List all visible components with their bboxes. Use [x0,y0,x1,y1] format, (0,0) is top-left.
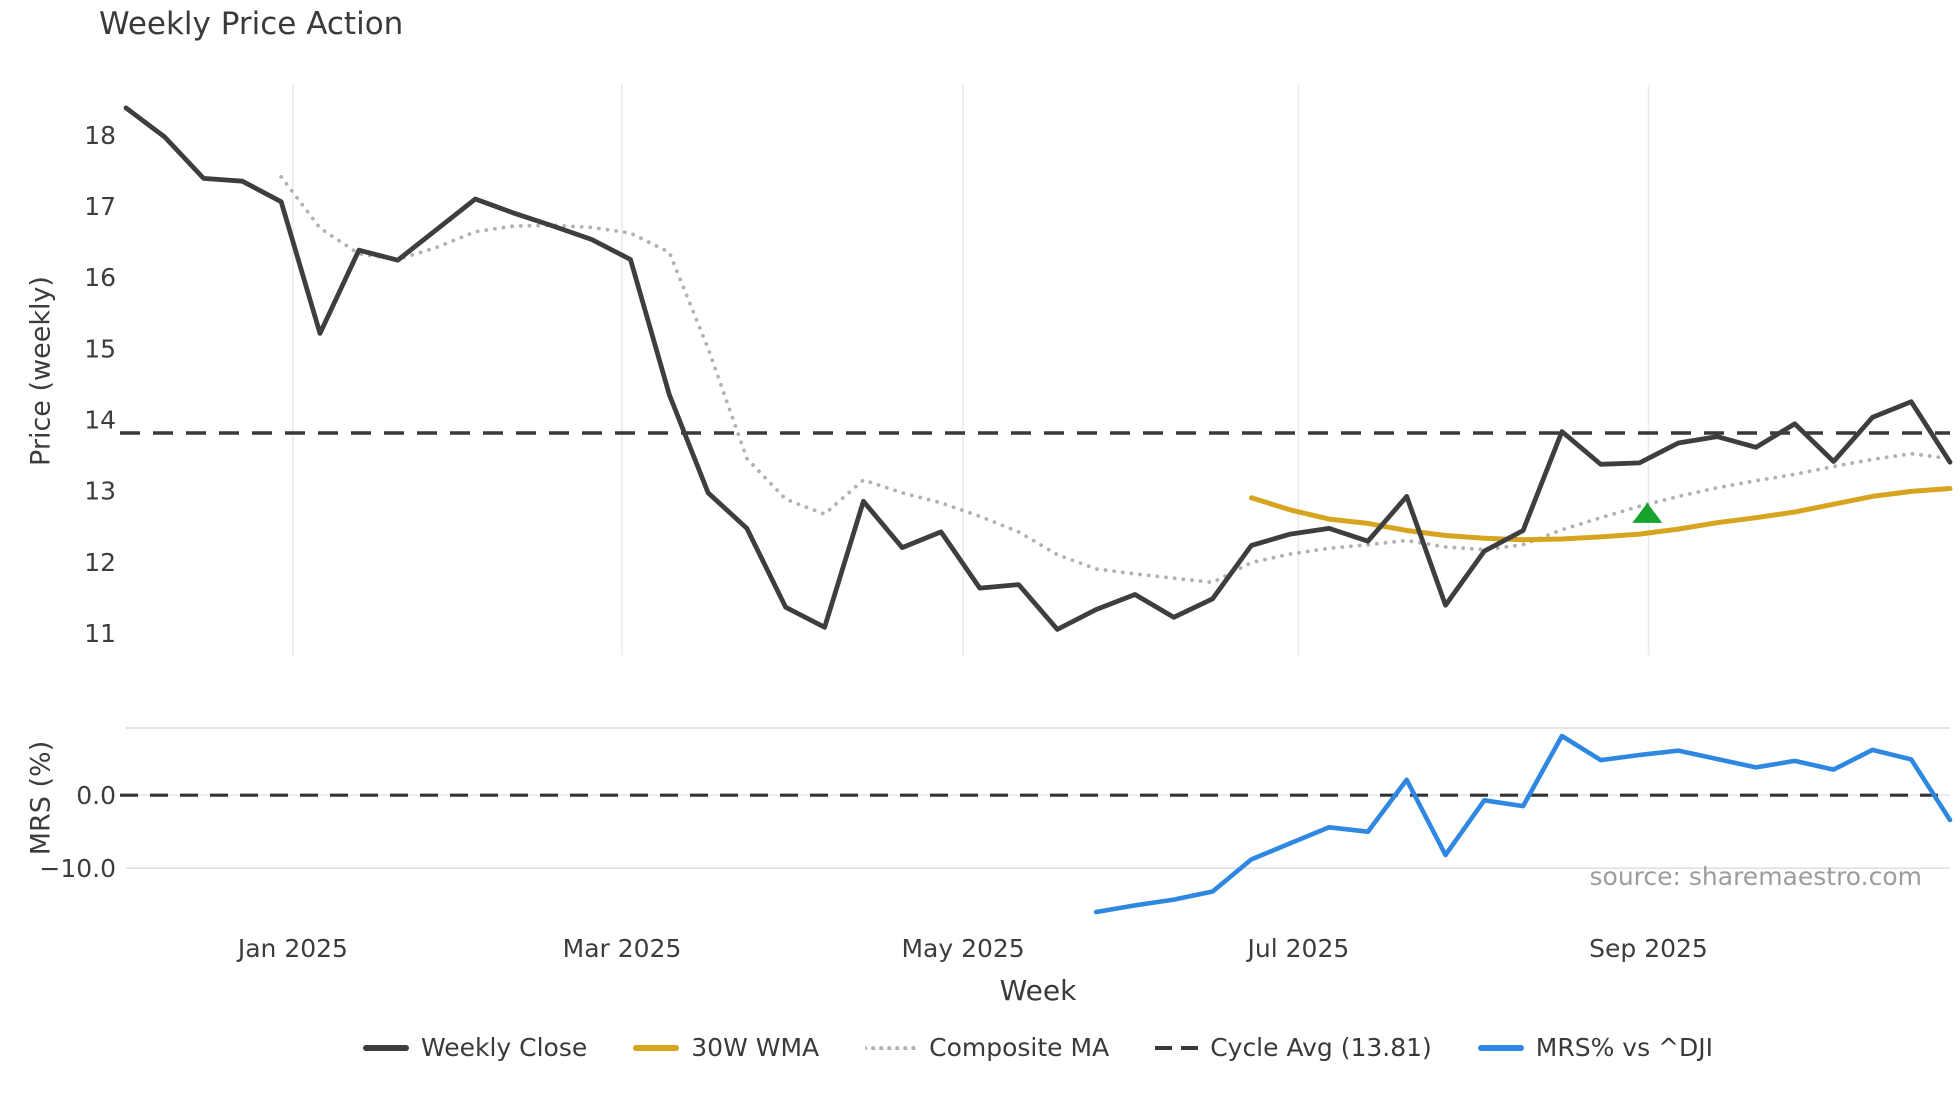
legend: Weekly Close 30W WMA Composite MA Cycle … [126,1033,1950,1062]
month-tick-label: Jul 2025 [1246,934,1350,963]
legend-label: Composite MA [929,1033,1110,1062]
signal-triangle-marker [1632,502,1663,523]
x-axis-label: Week [999,974,1077,1007]
weekly-close-swatch-icon [362,1044,409,1051]
month-tick-label: May 2025 [901,934,1024,963]
price-axis-label: Price (weekly) [25,276,57,466]
composite-ma-line [279,174,1952,585]
legend-label: Weekly Close [420,1033,588,1062]
weekly-close-line [123,105,1953,632]
month-tick-label: Jan 2025 [236,934,348,963]
legend-item-composite-ma: Composite MA [865,1033,1109,1062]
price-ytick-label: 13 [84,477,116,506]
wma-swatch-icon [633,1044,680,1051]
price-ytick-label: 16 [84,263,116,292]
wma-30w-line [1248,486,1953,543]
legend-label: MRS% vs ^DJI [1535,1033,1714,1062]
legend-item-mrs: MRS% vs ^DJI [1477,1033,1714,1062]
mrs-line [1093,733,1953,915]
cycle-avg-swatch-icon [1155,1045,1199,1050]
price-ytick-label: 14 [84,406,116,435]
price-ytick-label: 15 [84,334,116,363]
month-tick-label: Sep 2025 [1589,934,1708,963]
month-tick-label: Mar 2025 [563,934,682,963]
legend-item-weekly-close: Weekly Close [362,1033,588,1062]
price-ytick-label: 18 [84,121,116,150]
mrs-ytick-label: 0.0 [76,781,116,810]
price-ytick-label: 11 [84,619,116,648]
legend-label: Cycle Avg (13.81) [1210,1033,1432,1062]
legend-item-30w-wma: 30W WMA [633,1033,819,1062]
legend-label: 30W WMA [691,1033,820,1062]
price-ytick-label: 17 [84,192,116,221]
legend-item-cycle-avg: Cycle Avg (13.81) [1155,1033,1432,1062]
composite-ma-swatch-icon [865,1045,918,1050]
mrs-ytick-label: −10.0 [39,854,116,883]
mrs-axis-label: MRS (%) [25,740,57,856]
chart-title: Weekly Price Action [99,6,404,42]
mrs-swatch-icon [1477,1044,1524,1051]
source-attribution: source: sharemaestro.com [1589,862,1923,891]
price-ytick-label: 12 [84,548,116,577]
